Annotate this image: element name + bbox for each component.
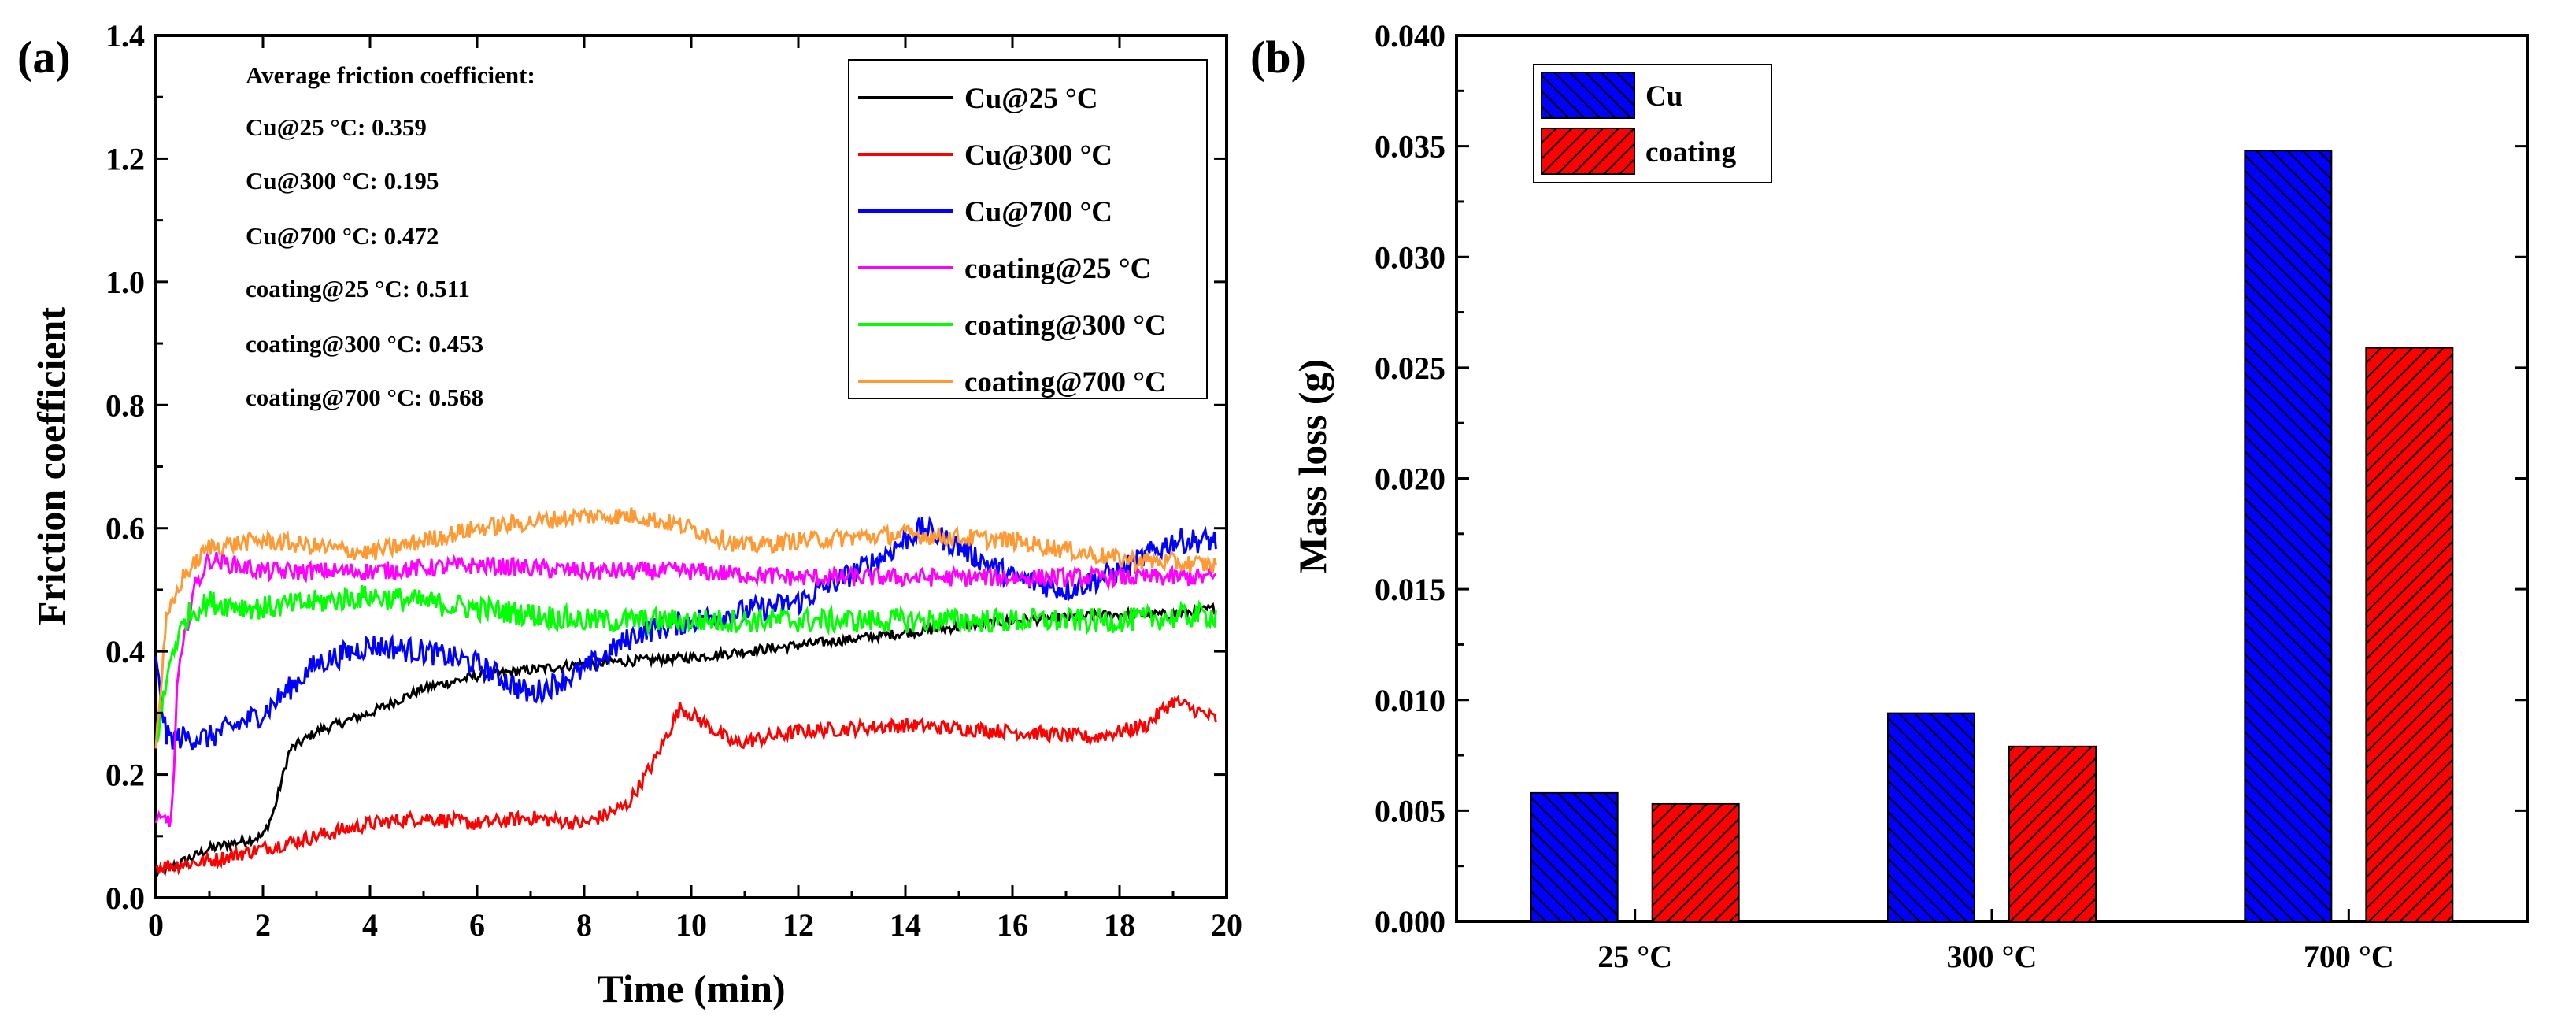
panel-b-x-tick-label: 300 °C [1947,939,2037,974]
panel-b-x-tick-label: 25 °C [1597,939,1672,974]
annotation-cu-300: Cu@300 °C: 0.195 [246,167,439,195]
panel-b-y-tick-label: 0.025 [1375,350,1445,386]
legend-label-coating-700: coating@700 °C [964,366,1166,398]
panel-b-label: (b) [1250,32,1306,83]
series-line-3 [154,550,1217,828]
panel-a-y-tick-label: 1.4 [105,18,145,54]
panel-b-y-tick-label: 0.030 [1375,239,1445,275]
legend-label-cu-700: Cu@700 °C [964,196,1112,228]
legend-label-cu-300: Cu@300 °C [964,139,1112,172]
panel-b-axes: 0.000 0.005 0.010 0.015 0.020 0.025 0.030 0.035… [1375,18,2527,974]
legend-label-coating-25: coating@25 °C [964,253,1151,285]
panel-b-bars [1530,150,2454,922]
panel-b-y-tick-label: 0.015 [1375,572,1445,607]
annotation-cu-700: Cu@700 °C: 0.472 [246,222,439,250]
panel-a-x-tick-label: 10 [675,907,707,943]
legend-label-coating-300: coating@300 °C [964,309,1166,342]
bar-Cu-0 [1530,791,1619,922]
panel-a-y-tick-label: 0.8 [105,387,145,423]
panel-b-y-tick-label: 0.040 [1375,18,1445,54]
bar-coating-0 [1651,802,1740,922]
panel-b-y-tick-label: 0.000 [1375,904,1445,940]
annotation-cu-25: Cu@25 °C: 0.359 [246,113,427,141]
panel-b-y-tick-label: 0.010 [1375,683,1445,718]
panel-a-x-tick-label: 0 [148,907,164,943]
panel-a-legend-box [848,59,1208,399]
panel-a-label: (a) [17,32,71,83]
panel-a-x-tick-label: 14 [890,907,921,943]
panel-a-y-tick-label: 1.2 [105,141,145,176]
panel-a-y-tick-label: 0.2 [105,758,145,793]
series-line-1 [155,695,1217,876]
annotation-coating-300: coating@300 °C: 0.453 [246,330,483,358]
bar-Cu-1 [1887,712,1975,922]
panel-a-axes: 0 2 4 6 8 10 12 14 16 18 20 0.0 0.2 0.4 0.6 0.8 1.0 1.2 1.… [105,18,1242,943]
panel-a-x-tick-label: 16 [997,907,1028,943]
panel-a-y-tick-label: 0.0 [105,880,145,916]
panel-a-y-axis-title: Friction coefficient [29,307,73,625]
annotation-title: Average friction coefficient: [246,61,535,89]
panel-a-y-tick-label: 0.4 [105,634,145,669]
panel-b-y-axis-title: Mass loss (g) [1290,359,1334,573]
annotation-coating-25: coating@25 °C: 0.511 [246,275,470,302]
panel-a: (a) 0 2 4 6 8 10 12 14 16 18 20 0.0 0.2 0.4 0.6 0.8 1.0 1… [17,18,1242,1010]
panel-b-legend: Cu coating [1533,64,1772,183]
panel-b-y-tick-label: 0.020 [1375,461,1445,497]
annotation-coating-700: coating@700 °C: 0.568 [246,384,483,411]
legend-label-cu-25: Cu@25 °C [964,83,1097,115]
series-line-4 [155,584,1217,743]
legend-label-coating: coating [1645,136,1737,169]
panel-a-x-tick-label: 6 [469,907,485,943]
friction-annotations: Average friction coefficient: Cu@25 °C: … [246,61,535,411]
panel-a-x-tick-label: 4 [362,907,378,943]
panel-a-x-tick-label: 8 [576,907,592,943]
panel-a-legend: Cu@25 °C Cu@300 °C Cu@700 °C coating@25 … [848,59,1208,399]
bar-coating-1 [2008,745,2097,922]
panel-b: (b) 0.0000.0050.0100.0150.0200.0250.0300… [1250,18,2529,974]
legend-swatch-coating [1541,128,1635,175]
panel-a-x-tick-label: 2 [255,907,271,943]
series-line-5 [154,507,1217,749]
panel-a-x-tick-label: 12 [783,907,814,943]
panel-b-y-tick-label: 0.035 [1375,129,1445,165]
panel-a-series-group [154,507,1217,878]
panel-a-x-tick-label: 18 [1104,907,1135,943]
panel-b-y-tick-label: 0.005 [1375,793,1445,828]
series-line-0 [154,602,1216,878]
panel-b-x-tick-label: 700 °C [2304,939,2394,974]
legend-swatch-cu [1541,72,1635,119]
panel-a-y-tick-label: 0.6 [105,511,145,547]
legend-label-cu: Cu [1645,80,1682,113]
panel-a-x-axis-title: Time (min) [597,966,785,1010]
panel-a-x-tick-label: 20 [1211,907,1242,943]
bar-coating-2 [2365,347,2454,922]
bar-Cu-2 [2244,150,2333,922]
panel-a-y-tick-label: 1.0 [105,265,145,300]
